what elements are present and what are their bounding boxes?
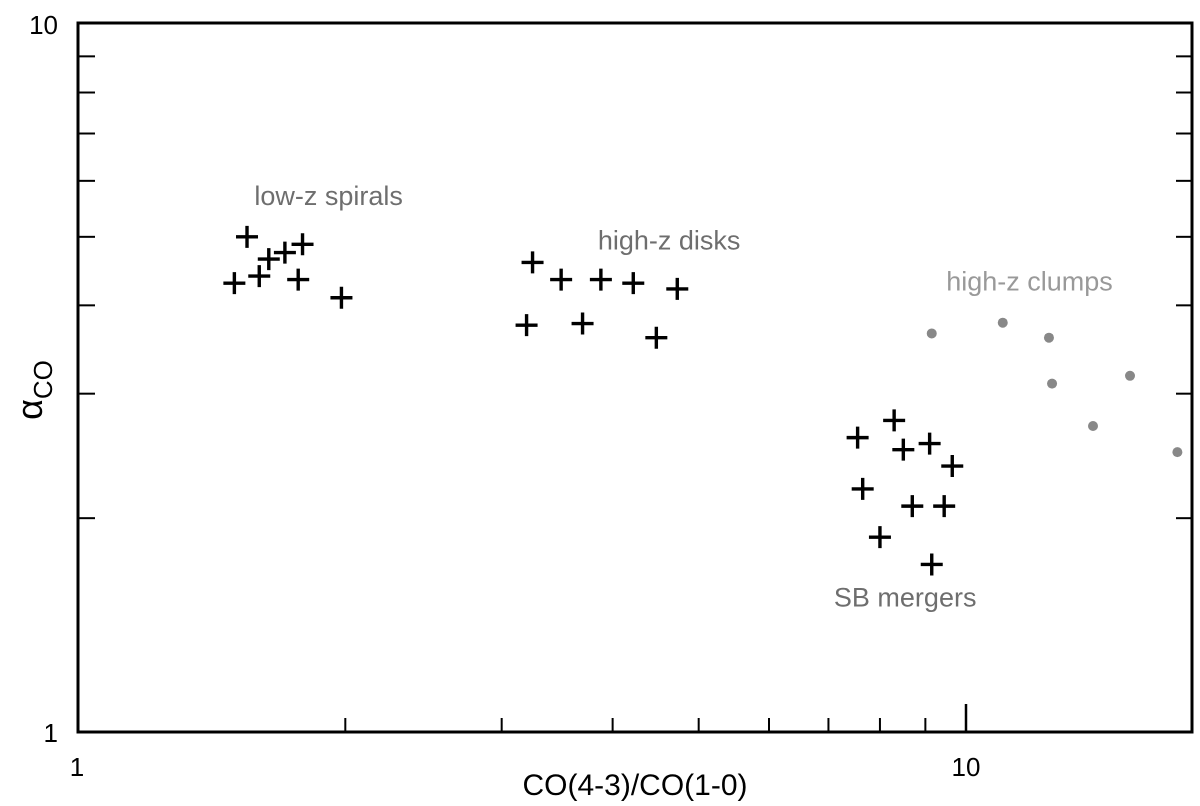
plus-marker: [622, 272, 645, 295]
dot-marker: [1087, 421, 1098, 432]
dot-marker: [1172, 447, 1183, 458]
plus-marker: [933, 495, 956, 518]
plus-marker: [666, 277, 689, 300]
dot-marker: [926, 328, 937, 339]
svg-text:αCO: αCO: [9, 360, 58, 420]
y-tick-label-1: 1: [44, 718, 58, 748]
plus-marker: [248, 265, 271, 288]
dot-marker: [997, 317, 1008, 328]
x-tick-label-1: 1: [70, 752, 84, 782]
plus-marker: [291, 233, 314, 256]
plus-marker: [901, 495, 924, 518]
plus-marker: [941, 455, 964, 478]
dot-marker: [1125, 370, 1136, 381]
y-axis-label: αCO: [9, 360, 58, 420]
x-axis-label: CO(4-3)/CO(1-0): [522, 769, 747, 802]
plus-marker: [236, 225, 259, 248]
annotation-label: low-z spirals: [254, 181, 403, 211]
plus-marker: [550, 268, 573, 291]
annotation-label: SB mergers: [834, 583, 977, 613]
plus-marker: [645, 326, 668, 349]
plus-marker: [918, 432, 941, 455]
plus-marker: [883, 409, 906, 432]
plus-marker: [920, 553, 943, 576]
annotation-label: high-z disks: [598, 225, 741, 255]
plus-marker: [521, 251, 544, 274]
plus-marker: [571, 312, 594, 335]
annotations: low-z spirals high-z disks high-z clumps SB…: [254, 181, 1112, 613]
dot-marker: [1043, 332, 1054, 343]
y-axis-label-symbol: α: [9, 399, 50, 420]
plus-marker: [287, 268, 310, 291]
y-axis-label-subscript: CO: [28, 360, 58, 399]
plus-marker: [846, 426, 869, 449]
data-points: [223, 225, 1183, 576]
plus-marker: [851, 477, 874, 500]
plus-marker: [868, 526, 891, 549]
axis-ticks: [79, 55, 1191, 732]
plus-marker: [223, 272, 246, 295]
plus-marker: [589, 268, 612, 291]
y-tick-label-10: 10: [29, 10, 58, 40]
dot-marker: [1047, 378, 1058, 389]
plus-marker: [515, 314, 538, 337]
plus-marker: [273, 241, 296, 264]
plus-marker: [892, 438, 915, 461]
plot-frame: [76, 21, 1194, 734]
annotation-label: high-z clumps: [946, 266, 1113, 296]
x-tick-label-10: 10: [952, 752, 981, 782]
plus-marker: [330, 286, 353, 309]
plus-marker: [257, 248, 280, 271]
